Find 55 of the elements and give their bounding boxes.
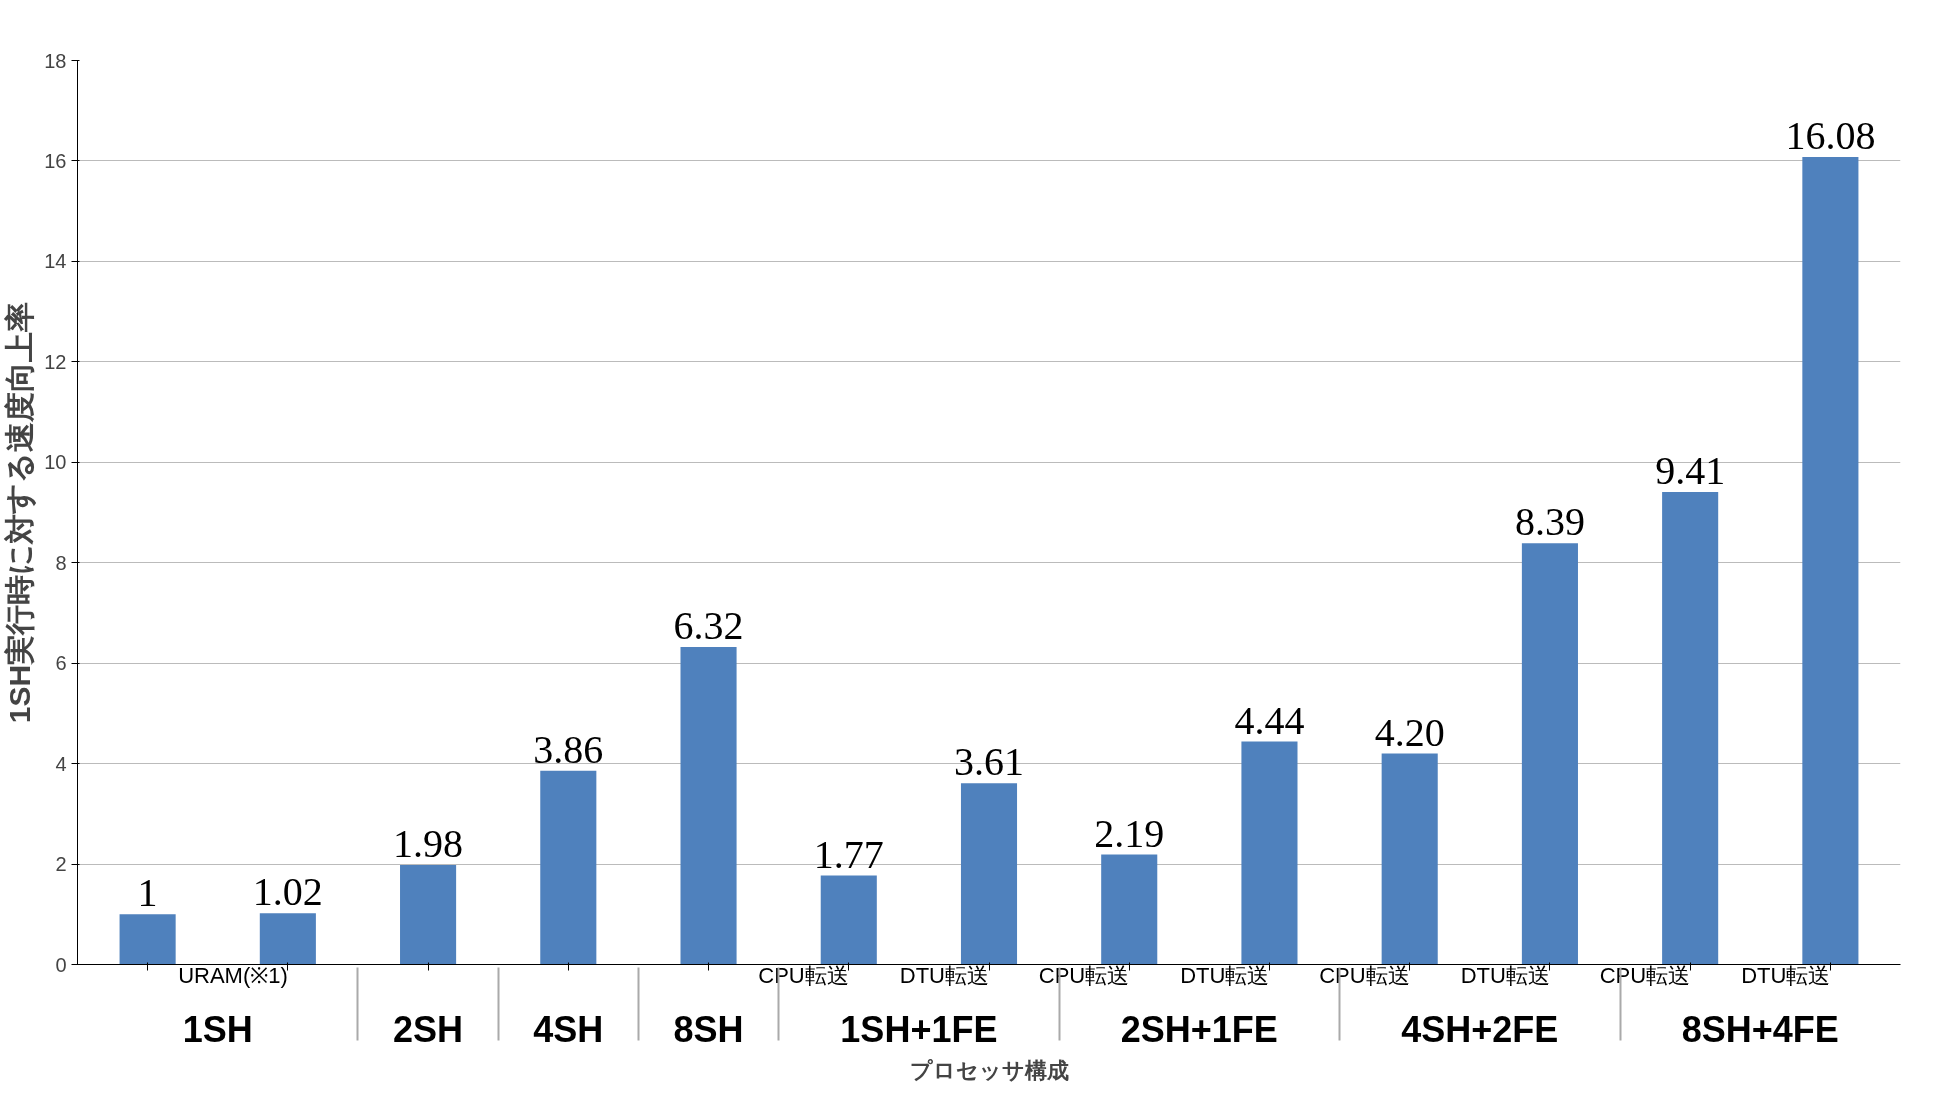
bar xyxy=(820,875,877,965)
x-axis-title: プロセッサ構成 xyxy=(909,1057,1069,1083)
bar xyxy=(119,914,176,965)
x-tick-label: DTU転送 xyxy=(1180,963,1270,988)
x-tick-label: DTU転送 xyxy=(1460,963,1550,988)
bar xyxy=(400,865,457,965)
text: 2SH+1FE xyxy=(1120,1008,1278,1050)
bar xyxy=(1521,543,1578,965)
bar xyxy=(1241,741,1298,965)
data-label: 3.86 xyxy=(533,726,604,772)
bar xyxy=(1381,753,1438,965)
y-tick-label: 14 xyxy=(44,250,67,273)
data-label: 1.98 xyxy=(393,821,464,867)
y-tick-label: 6 xyxy=(55,652,67,675)
x-tick-label: CPU転送 xyxy=(1599,963,1691,988)
text: 4SH xyxy=(533,1008,604,1050)
y-tick-label: 16 xyxy=(44,149,67,172)
text: 1SH+1FE xyxy=(840,1008,998,1050)
data-label: 1.02 xyxy=(252,869,323,915)
y-tick-label: 18 xyxy=(44,49,67,72)
x-tick-label: DTU転送 xyxy=(1741,963,1831,988)
data-label: 4.44 xyxy=(1234,697,1305,743)
x-tick-label: CPU転送 xyxy=(1319,963,1410,988)
bar xyxy=(1662,491,1719,965)
data-label: 1.77 xyxy=(813,831,884,877)
text: 8SH+4FE xyxy=(1681,1008,1839,1050)
x-tick-label: URAM(※1) xyxy=(178,963,288,988)
data-label: 3.61 xyxy=(954,739,1024,785)
data-label: 4.20 xyxy=(1374,709,1445,755)
data-label: 8.39 xyxy=(1514,499,1585,545)
y-tick-label: 8 xyxy=(55,551,67,574)
bar xyxy=(1101,854,1158,965)
bar xyxy=(259,913,316,965)
text: 1SH xyxy=(182,1008,253,1050)
bar xyxy=(540,770,597,965)
x-tick-label: CPU転送 xyxy=(758,963,849,988)
y-tick-label: 12 xyxy=(44,350,67,373)
x-tick-label: CPU転送 xyxy=(1038,963,1130,988)
data-label: 16.08 xyxy=(1785,112,1876,158)
bar xyxy=(960,783,1018,965)
bar xyxy=(1802,156,1859,965)
data-label: 1 xyxy=(137,870,158,916)
y-tick-label: 4 xyxy=(55,752,67,775)
text: 2SH xyxy=(393,1008,464,1050)
data-label: 2.19 xyxy=(1094,810,1165,856)
data-label: 9.41 xyxy=(1655,447,1726,493)
text: 4SH+2FE xyxy=(1401,1008,1559,1050)
y-tick-label: 0 xyxy=(55,953,67,976)
bar xyxy=(680,647,737,965)
x-tick-label: DTU転送 xyxy=(899,963,989,988)
y-axis-title: 1SH実行時に対する速度向上率 xyxy=(3,301,38,724)
text: 8SH xyxy=(673,1008,744,1050)
data-label: 6.32 xyxy=(673,603,744,649)
y-tick-label: 2 xyxy=(55,853,67,876)
y-tick-label: 10 xyxy=(44,451,67,474)
